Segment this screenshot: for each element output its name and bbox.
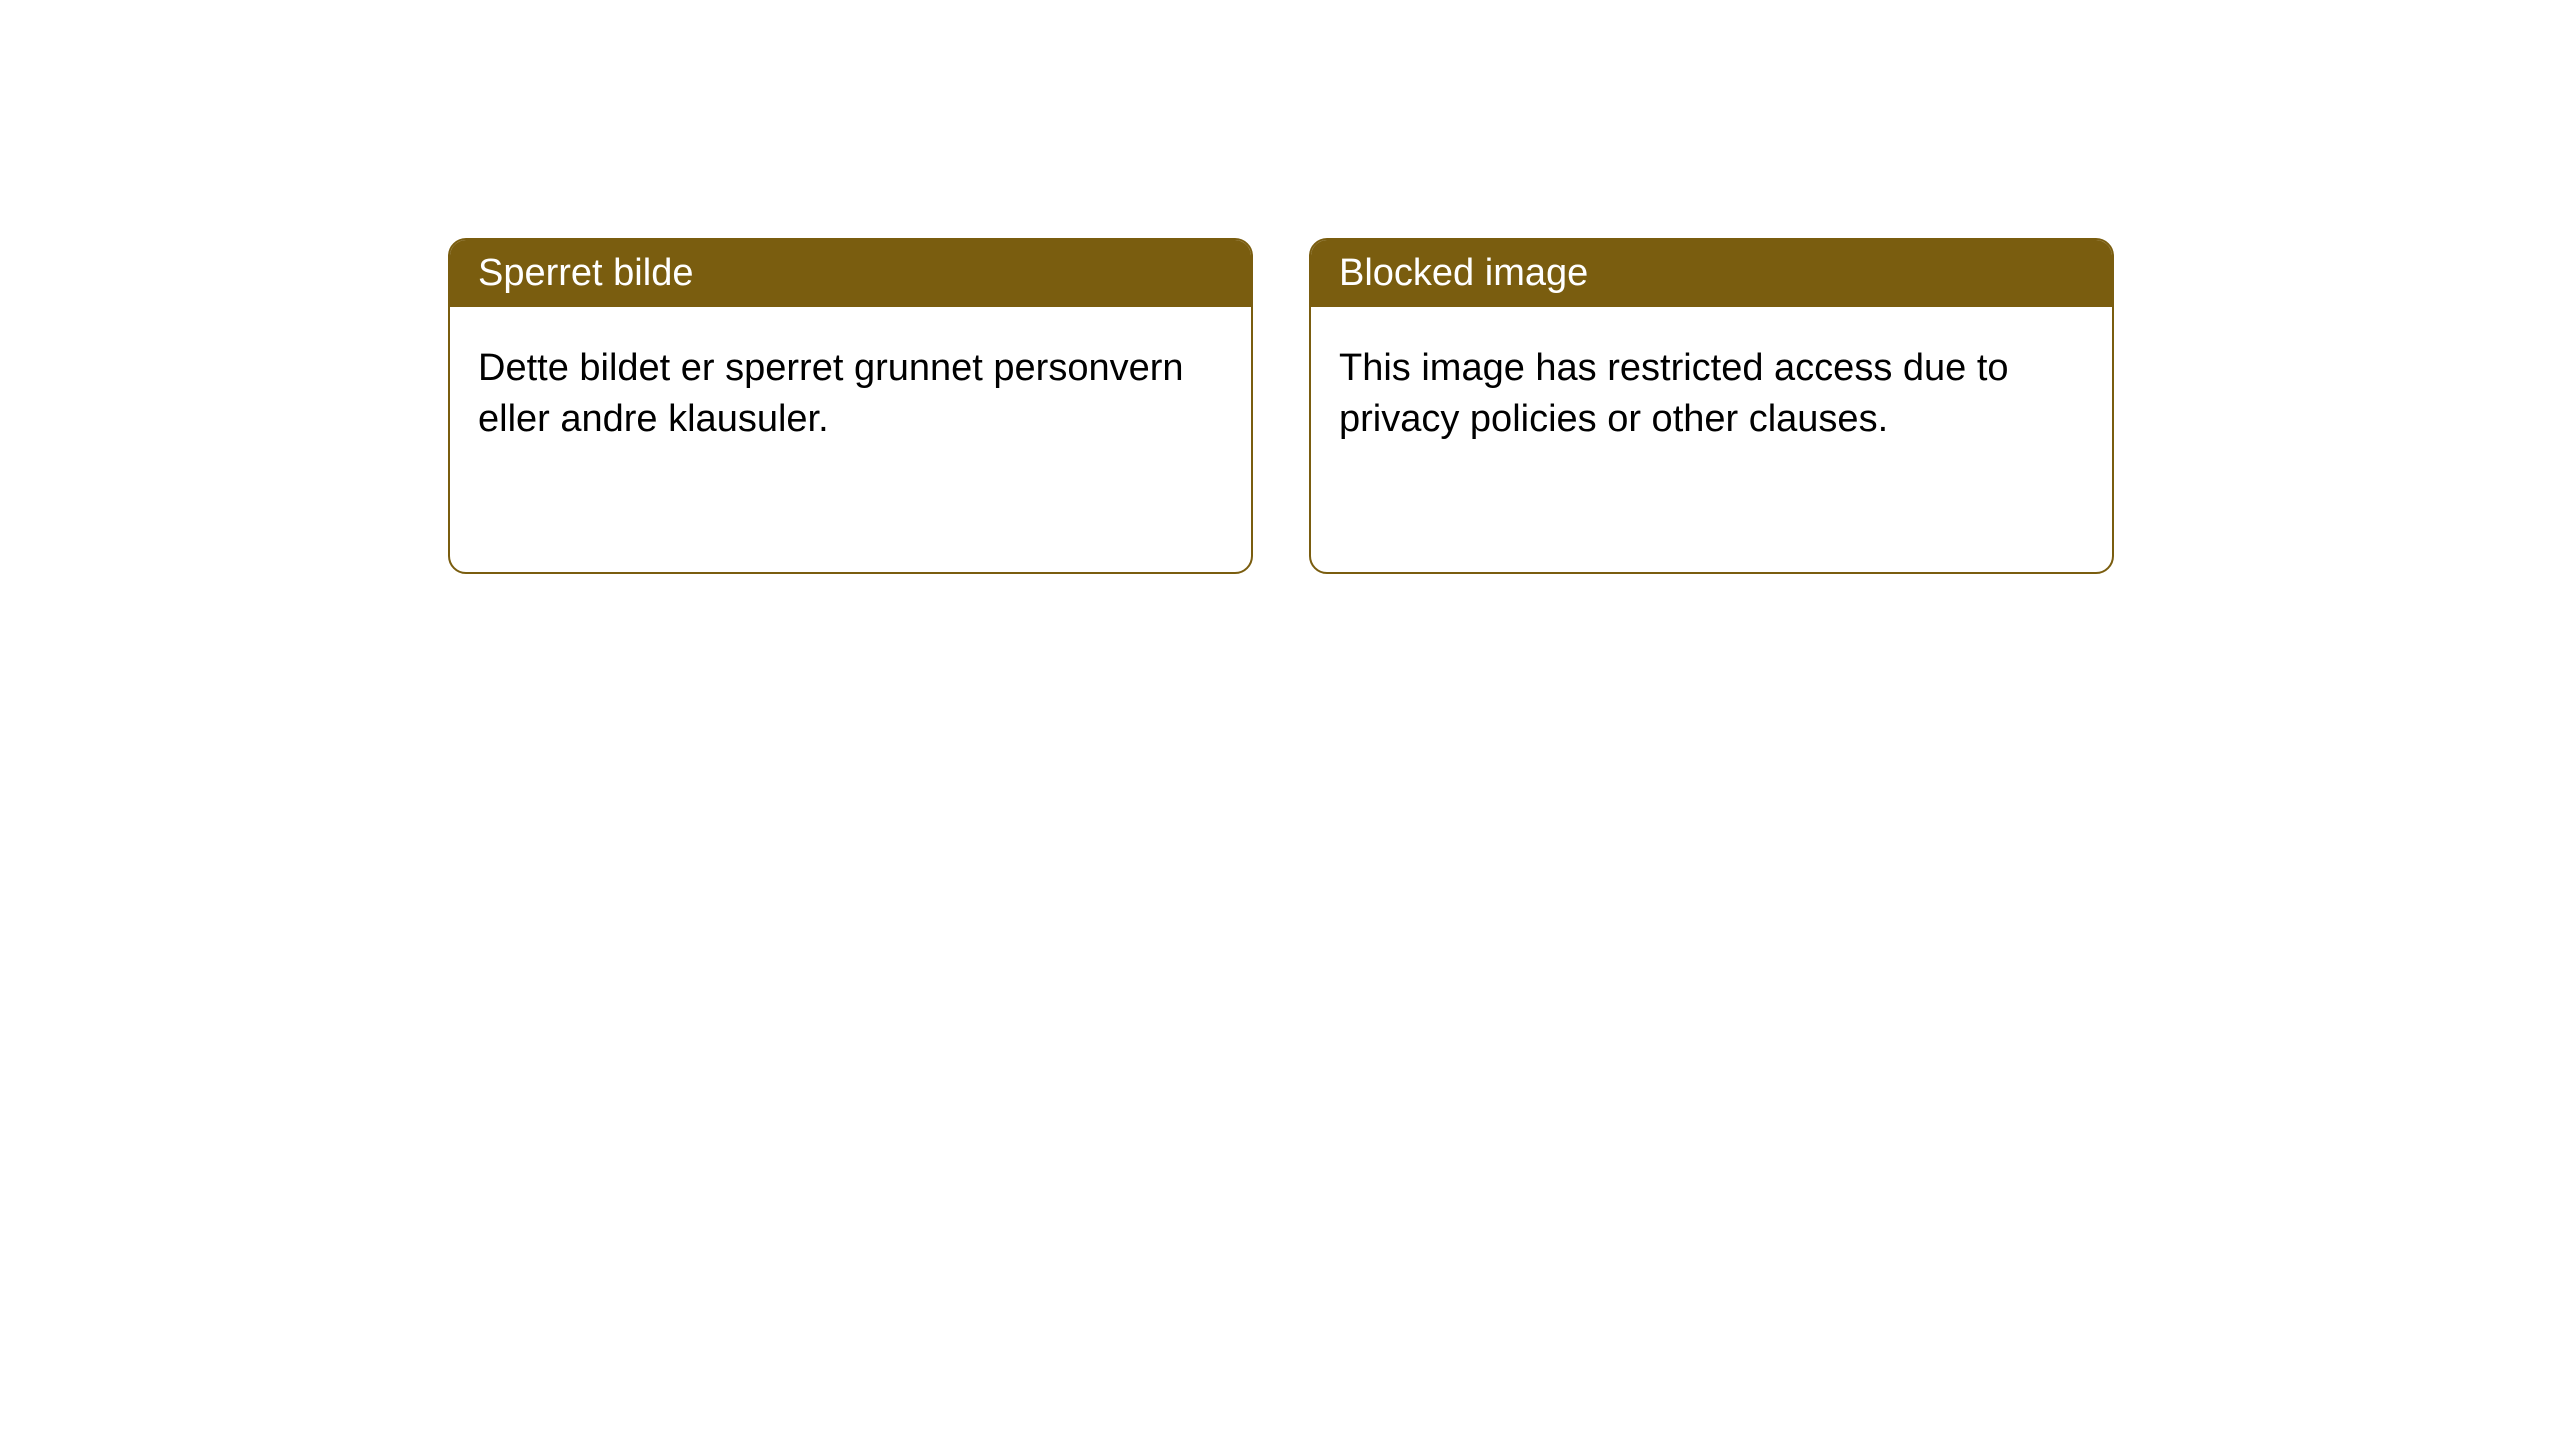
notice-title: Blocked image xyxy=(1339,252,1588,294)
notice-message: This image has restricted access due to … xyxy=(1339,347,2009,440)
notice-card-norwegian: Sperret bilde Dette bildet er sperret gr… xyxy=(448,238,1253,574)
notice-title: Sperret bilde xyxy=(478,252,693,294)
notice-body: This image has restricted access due to … xyxy=(1311,307,2112,482)
notice-card-english: Blocked image This image has restricted … xyxy=(1309,238,2114,574)
notice-header: Sperret bilde xyxy=(450,240,1251,307)
notice-container: Sperret bilde Dette bildet er sperret gr… xyxy=(0,0,2560,574)
notice-header: Blocked image xyxy=(1311,240,2112,307)
notice-message: Dette bildet er sperret grunnet personve… xyxy=(478,347,1184,440)
notice-body: Dette bildet er sperret grunnet personve… xyxy=(450,307,1251,482)
